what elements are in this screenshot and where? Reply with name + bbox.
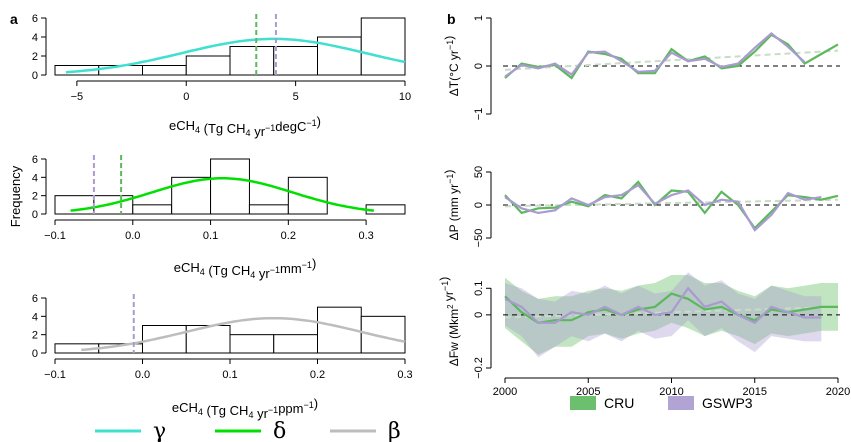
hist1-x-tick-label: −5: [71, 91, 84, 103]
ts3-band-gswp3: [505, 272, 822, 358]
hist3-x-tick-label: 0.3: [397, 369, 412, 381]
ts3-x-tick-label: 2015: [743, 386, 767, 398]
hist1-bar: [229, 46, 275, 76]
hist1-x-tick-label: 0: [183, 91, 189, 103]
hist2-density-curve: [70, 177, 375, 212]
ts2-y-tick-label: −50: [473, 229, 485, 248]
hist2-y-tick-label: 4: [32, 172, 38, 184]
ts3-x-tick-label: 2000: [493, 386, 517, 398]
ts1-y-tick-label: 0: [473, 63, 485, 69]
ts3-x-tick-label: 2010: [659, 386, 683, 398]
hist3-x-tick-label: −0.1: [44, 369, 66, 381]
hist3-y-tick-label: 0: [32, 348, 38, 360]
ts3-band-cru: [505, 275, 838, 355]
hist2-bar: [210, 158, 250, 215]
ts3-series-gswp3: [504, 286, 822, 325]
hist3-y-tick-label: 6: [32, 293, 38, 305]
panel-label-b: b: [447, 11, 456, 27]
hist1-density-curve: [65, 37, 406, 74]
hist3-bar: [229, 334, 275, 354]
ts3-y-tick-label: 0.1: [473, 281, 485, 296]
ts1-y-label: ΔT(°C yr−1): [442, 36, 461, 96]
hist3-bar: [273, 334, 318, 354]
hist2-y-tick-label: 0: [32, 209, 38, 221]
ts3-y-tick-label: 0: [473, 312, 485, 318]
hist2-x-tick-label: 0.0: [125, 230, 140, 242]
hist2-bar: [248, 204, 289, 215]
hist3-x-tick-label: 0.0: [135, 369, 150, 381]
hist3-x-label: eCH4 (Tg CH4 yr−1ppm−1): [172, 396, 318, 421]
ts3-y-label: ΔFw (Mkm2 yr−1): [437, 277, 461, 366]
hist1-x-label: eCH4 (Tg CH4 yr−1degC−1): [169, 114, 321, 139]
hist2-x-tick-label: 0.1: [203, 230, 218, 242]
ts2-y-label: ΔP (mm yr−1): [442, 170, 461, 241]
hist3-x-tick-label: 0.1: [222, 369, 237, 381]
hist1-bar: [360, 17, 406, 76]
hist1-bar: [142, 65, 187, 76]
ts3-trend-line: [504, 305, 839, 319]
hist1-y-tick-label: 2: [32, 51, 38, 63]
ts3-x-tick-label: 2005: [576, 386, 600, 398]
hist1-y-tick-label: 0: [32, 70, 38, 82]
frequency-label: Frequency: [8, 165, 23, 227]
ts1-y-tick-label: 1: [473, 15, 485, 21]
hist2-x-label: eCH4 (Tg CH4 yr−1mm−1): [174, 256, 317, 281]
hist1-x-tick-label: 5: [293, 91, 299, 103]
ts2-y-tick-label: 50: [473, 166, 485, 178]
legend-label-gswp3: GSWP3: [702, 395, 753, 411]
ts1-y-tick-label: −1: [473, 108, 485, 121]
histogram-temperature: −5 0 5 10 0 2 4 6 eCH4 (Tg CH4 yr−1degC−1): [32, 13, 411, 139]
hist2-bar: [132, 204, 173, 215]
ts2-y-tick-label: 0: [473, 202, 485, 208]
hist2-x-tick-label: 0.3: [358, 230, 373, 242]
timeseries-temperature: −1 0 1 ΔT(°C yr−1): [442, 15, 840, 120]
legend-symbol-1: δ: [273, 419, 286, 442]
ts2-trend-line: [504, 198, 839, 208]
hist1-y-tick-label: 6: [32, 13, 38, 25]
ts2-series-cru: [504, 180, 839, 230]
hist3-density-curve: [81, 316, 406, 352]
timeseries-precipitation: −50 0 50 ΔP (mm yr−1): [442, 166, 840, 247]
legend-symbol-0: γ: [153, 419, 166, 442]
hist3-y-tick-label: 4: [32, 311, 38, 323]
hist3-y-tick-label: 2: [32, 330, 38, 342]
timeseries-wetland: −0.2 0 0.1 ΔFw (Mkm2 yr−1) 2000 2005 2010 2015 2…: [437, 272, 850, 398]
panel-label-a: a: [10, 11, 18, 27]
hist1-x-tick-label: 10: [399, 91, 411, 103]
ts3-y-tick-label: −0.2: [473, 357, 485, 379]
hist2-y-tick-label: 6: [32, 154, 38, 166]
hist1-bar: [273, 46, 318, 76]
hist2-y-tick-label: 2: [32, 191, 38, 203]
ts3-x-tick-label: 2020: [826, 386, 850, 398]
ts1-series-gswp3: [504, 31, 806, 78]
hist2-x-tick-label: 0.2: [281, 230, 296, 242]
histogram-co2: −0.1 0.0 0.1 0.2 0.3 0 2 4 6 eCH4 (Tg CH4 yr−1ppm…: [32, 293, 413, 421]
legend-label-cru: CRU: [604, 395, 634, 411]
ts1-series-cru: [504, 33, 839, 80]
histogram-precipitation: −0.1 0.0 0.1 0.2 0.3 0 2 4 6 eCH4 (Tg CH4 yr−1mm−…: [8, 154, 406, 281]
legend-datasets: CRU GSWP3: [570, 395, 753, 411]
hist1-bar: [185, 55, 231, 76]
hist3-x-tick-label: 0.2: [310, 369, 325, 381]
hist2-bar: [287, 176, 328, 215]
hist1-y-tick-label: 4: [32, 32, 38, 44]
legend-symbol-2: β: [388, 419, 401, 442]
hist2-bar: [93, 195, 134, 215]
ts2-series-gswp3: [504, 183, 822, 232]
hist2-x-tick-label: −0.1: [44, 230, 66, 242]
